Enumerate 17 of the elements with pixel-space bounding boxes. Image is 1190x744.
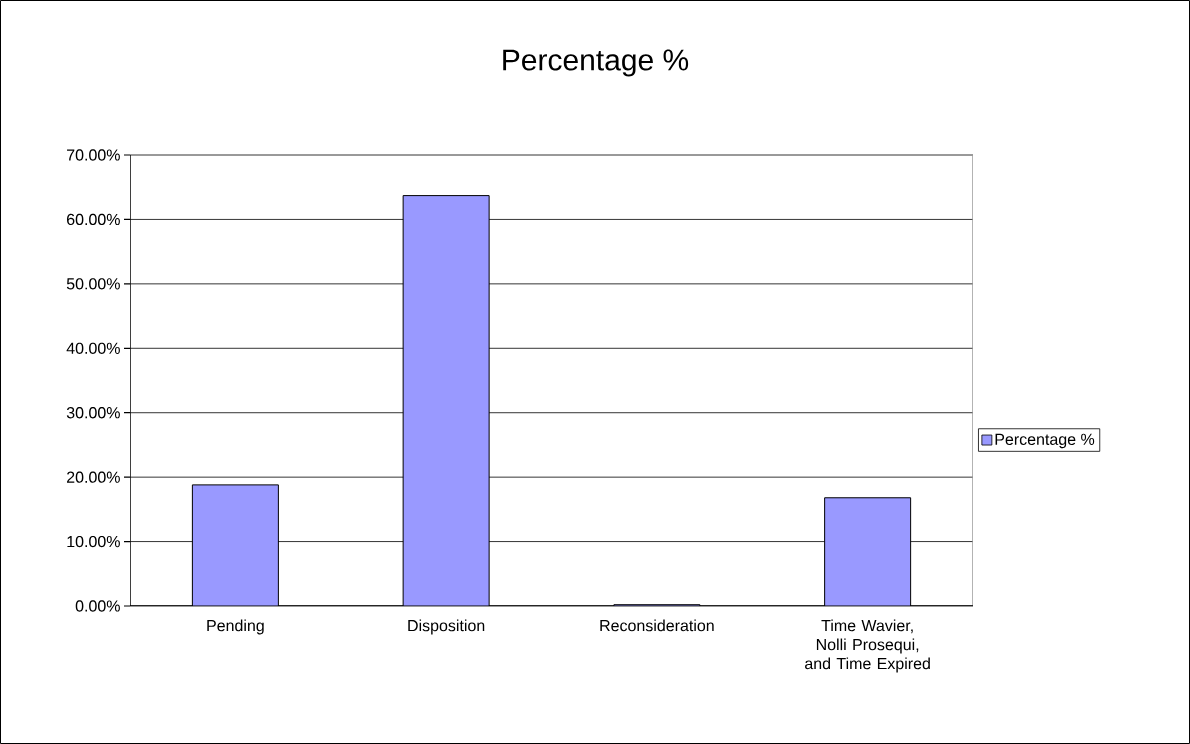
x-tick-label: Pending — [207, 619, 264, 635]
y-tick-label: 40.00% — [66, 342, 120, 354]
legend-label: Percentage % — [995, 433, 1095, 449]
y-tick-label: 70.00% — [67, 149, 120, 161]
y-tick-label: 20.00% — [67, 471, 120, 483]
y-tick-label: 60.00% — [67, 213, 120, 226]
y-tick-label: 0.00% — [75, 600, 120, 612]
x-tick-label: Disposition — [408, 619, 485, 635]
x-tick-label: Reconsideration — [600, 619, 714, 632]
y-tick-label: 10.00% — [67, 535, 120, 548]
bar — [824, 497, 912, 607]
y-tick-label: 50.00% — [66, 278, 120, 290]
x-tick-label: Time Wavier, Nolli Prosequi, and Time Expired — [805, 619, 930, 673]
bar — [191, 484, 279, 607]
bar — [402, 195, 490, 607]
chart-title: Percentage % — [503, 49, 689, 77]
y-tick-label: 30.00% — [66, 407, 120, 419]
